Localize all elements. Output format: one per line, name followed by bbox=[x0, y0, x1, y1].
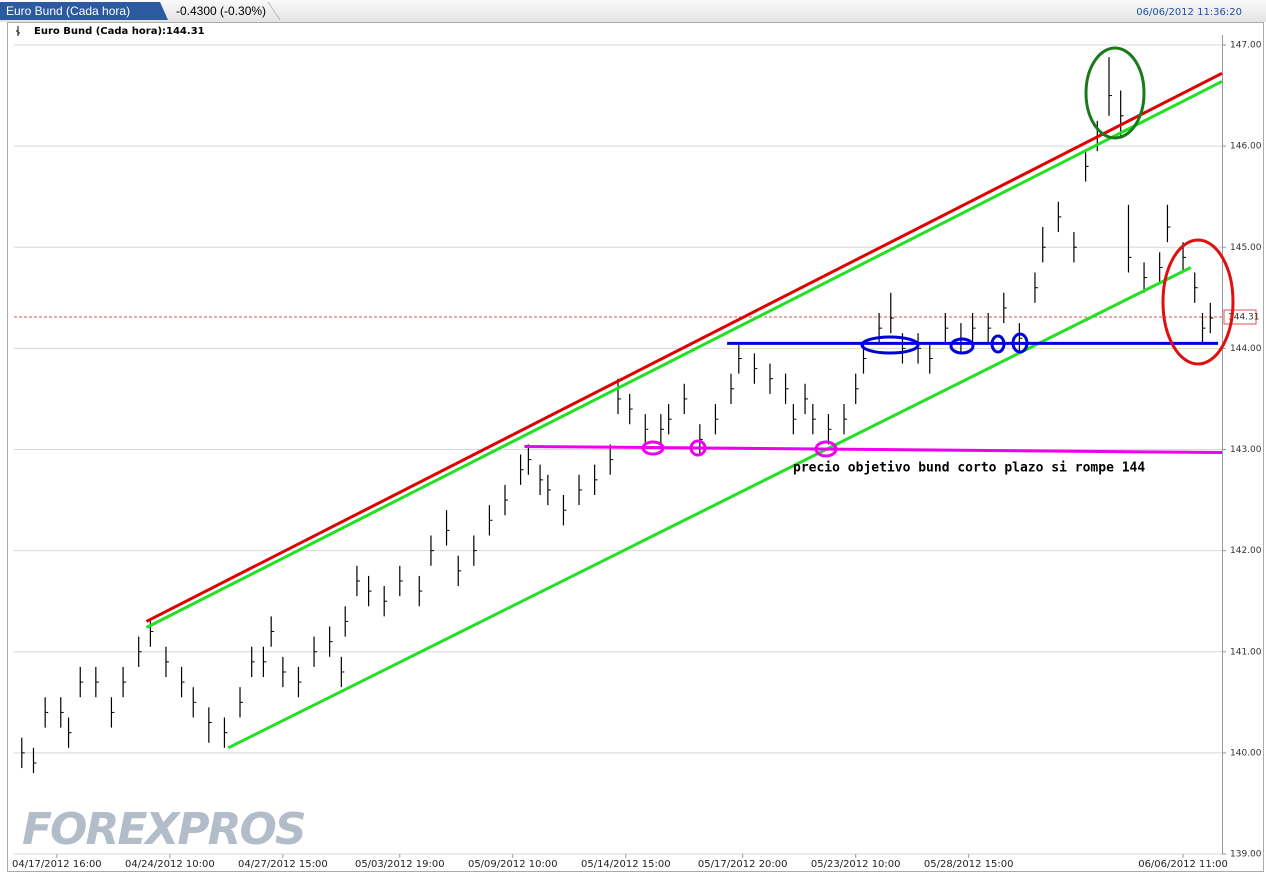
x-tick-label: 05/03/2012 19:00 bbox=[355, 859, 445, 870]
header-bar bbox=[0, 0, 1266, 22]
highlight-ellipse bbox=[641, 440, 665, 456]
legend-icon bbox=[16, 26, 20, 36]
y-tick-label: 143.00 bbox=[1230, 445, 1262, 455]
header-tab[interactable] bbox=[0, 2, 168, 20]
x-tick-label: 05/28/2012 15:00 bbox=[924, 859, 1014, 870]
legend: Euro Bund (Cada hora):144.31 bbox=[34, 26, 205, 37]
y-tick-label: 144.00 bbox=[1230, 344, 1262, 354]
y-tick-label: 142.00 bbox=[1230, 546, 1262, 556]
highlight-ellipse bbox=[1084, 46, 1146, 140]
header-change: -0.4300 (-0.30%) bbox=[176, 4, 266, 18]
y-tick-label: 141.00 bbox=[1230, 647, 1262, 657]
y-tick-label: 145.00 bbox=[1230, 243, 1262, 253]
x-tick-label: 04/27/2012 15:00 bbox=[238, 859, 328, 870]
x-tick-label: 04/24/2012 10:00 bbox=[125, 859, 215, 870]
highlight-ellipse bbox=[949, 337, 975, 355]
watermark: FOREXPROS bbox=[22, 804, 305, 855]
highlight-ellipse bbox=[689, 439, 707, 457]
x-tick-label: 05/14/2012 15:00 bbox=[581, 859, 671, 870]
annotation: precio objetivo bund corto plazo si romp… bbox=[793, 461, 1145, 476]
y-tick-label: 146.00 bbox=[1230, 142, 1262, 152]
highlight-ellipse bbox=[860, 335, 920, 355]
x-tick-label: 06/06/2012 11:00 bbox=[1138, 859, 1228, 870]
x-tick-label: 05/09/2012 10:00 bbox=[468, 859, 558, 870]
highlight-ellipse bbox=[990, 334, 1006, 354]
header-sep bbox=[267, 1, 281, 21]
header-tab-label: Euro Bund (Cada hora) bbox=[6, 4, 130, 18]
last-price-label: 144.31 bbox=[1228, 313, 1260, 323]
x-tick-label: 04/17/2012 16:00 bbox=[12, 859, 102, 870]
highlight-ellipse bbox=[1011, 332, 1029, 354]
y-tick-label: 140.00 bbox=[1230, 748, 1262, 758]
x-tick-label: 05/17/2012 20:00 bbox=[698, 859, 788, 870]
highlight-ellipse bbox=[814, 440, 838, 458]
chart-frame bbox=[7, 22, 1264, 872]
trend-line bbox=[145, 71, 1223, 623]
trend-line bbox=[524, 444, 1223, 455]
highlight-shapes bbox=[641, 46, 1235, 458]
header-timestamp: 06/06/2012 11:36:20 bbox=[1136, 7, 1242, 18]
y-tick-label: 147.00 bbox=[1230, 41, 1262, 51]
x-tick-label: 05/23/2012 10:00 bbox=[811, 859, 901, 870]
highlight-ellipse bbox=[1161, 238, 1235, 366]
trend-line bbox=[145, 80, 1223, 629]
y-tick-label: 139.00 bbox=[1230, 850, 1262, 860]
trend-line bbox=[227, 266, 1192, 750]
